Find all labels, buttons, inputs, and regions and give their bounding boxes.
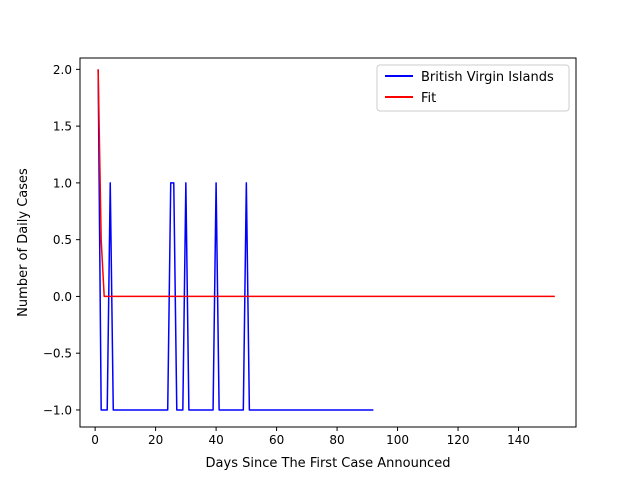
x-tick-label: 80 [329,433,344,447]
y-tick-label: −1.0 [43,403,72,417]
legend-label-fit: Fit [421,91,436,106]
x-axis-label: Days Since The First Case Announced [206,456,451,471]
y-tick-label: 1.0 [53,176,72,190]
x-tick-label: 0 [91,433,99,447]
x-axis-ticks: 0 20 40 60 80 100 120 140 [91,427,530,447]
y-axis-ticks: −1.0 −0.5 0.0 0.5 1.0 1.5 2.0 [43,63,80,417]
series-line-fit [97,69,555,298]
y-tick-label: −0.5 [43,347,72,361]
y-tick-label: 0.0 [53,290,72,304]
legend-box [376,64,570,112]
plot-lines [97,69,555,411]
x-tick-label: 140 [507,433,530,447]
y-axis-label: Number of Daily Cases [16,168,31,317]
y-tick-label: 1.5 [53,120,72,134]
x-tick-label: 120 [447,433,470,447]
legend-label-british-virgin-islands: British Virgin Islands [421,70,554,85]
x-tick-label: 100 [386,433,409,447]
plot-frame [79,57,577,428]
y-tick-label: 0.5 [53,233,72,247]
legend: British Virgin Islands Fit [376,64,570,112]
x-tick-label: 40 [208,433,223,447]
x-tick-label: 60 [269,433,284,447]
x-tick-label: 20 [148,433,163,447]
y-tick-label: 2.0 [53,63,72,77]
series-line-british-virgin-islands [97,69,374,411]
